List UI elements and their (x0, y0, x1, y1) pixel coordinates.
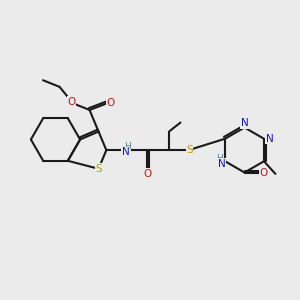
Text: N: N (266, 134, 273, 144)
Text: S: S (186, 145, 193, 155)
Text: O: O (143, 169, 152, 178)
Text: H: H (124, 142, 131, 151)
Text: O: O (106, 98, 115, 108)
Text: S: S (95, 164, 102, 174)
Text: O: O (68, 97, 76, 107)
Text: N: N (241, 118, 248, 128)
Text: N: N (218, 159, 226, 169)
Text: N: N (122, 147, 129, 157)
Text: H: H (216, 154, 222, 163)
Text: O: O (259, 167, 268, 178)
